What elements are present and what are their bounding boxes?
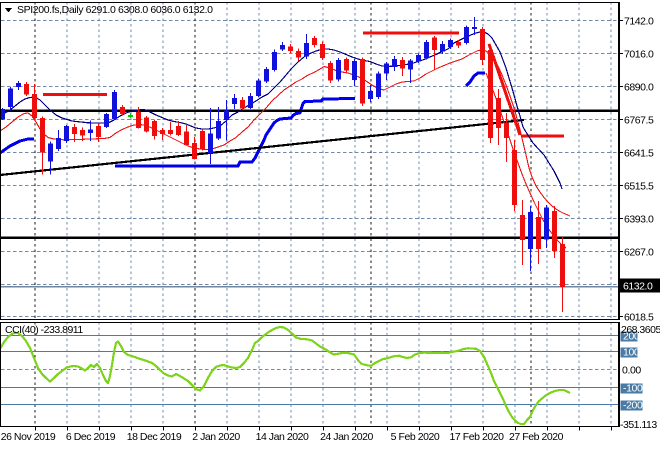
svg-text:18 Dec 2019: 18 Dec 2019 [127,431,182,443]
svg-text:100: 100 [623,347,640,359]
svg-text:-351.113: -351.113 [620,419,657,431]
svg-text:27 Feb 2020: 27 Feb 2020 [509,431,564,443]
svg-text:6393.0: 6393.0 [624,214,654,226]
svg-text:6641.5: 6641.5 [624,148,654,160]
svg-text:7016.0: 7016.0 [624,49,654,61]
svg-text:2 Jan 2020: 2 Jan 2020 [192,431,240,443]
svg-text:-100: -100 [623,383,643,395]
svg-text:6267.0: 6267.0 [624,247,654,259]
svg-text:6018.5: 6018.5 [624,312,654,324]
svg-text:6515.5: 6515.5 [624,181,654,193]
svg-text:6132.0: 6132.0 [623,281,653,293]
svg-text:6 Dec 2019: 6 Dec 2019 [66,431,116,443]
svg-text:268.3605: 268.3605 [621,324,660,336]
svg-text:200: 200 [623,331,640,343]
svg-text:SPI200.fs,Daily 6291.0 6308.0: SPI200.fs,Daily 6291.0 6308.0 6036.0 613… [17,4,213,16]
svg-text:17 Feb 2020: 17 Feb 2020 [449,431,504,443]
svg-text:6767.5: 6767.5 [624,115,654,127]
svg-text:7142.0: 7142.0 [624,16,654,28]
svg-text:0.00: 0.00 [622,365,641,377]
svg-text:6890.0: 6890.0 [624,82,654,94]
svg-text:CCI(40) -233.8911: CCI(40) -233.8911 [5,324,83,336]
svg-text:14 Jan 2020: 14 Jan 2020 [256,431,309,443]
svg-text:24 Jan 2020: 24 Jan 2020 [320,431,373,443]
svg-text:26 Nov 2019: 26 Nov 2019 [1,431,56,443]
svg-text:-200: -200 [623,400,643,412]
svg-text:5 Feb 2020: 5 Feb 2020 [391,431,440,443]
